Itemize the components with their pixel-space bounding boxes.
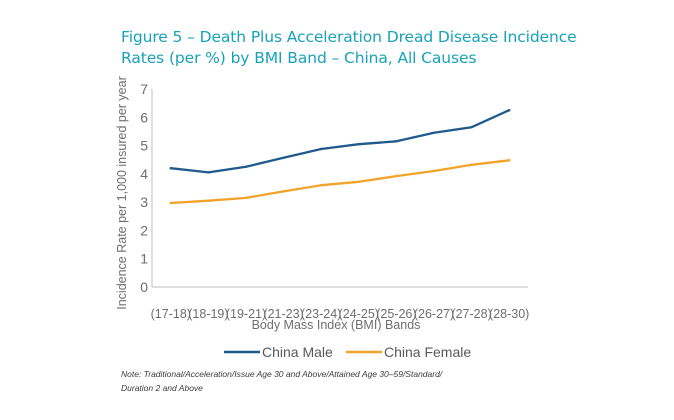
- chart-title: Figure 5 – Death Plus Acceleration Dread…: [121, 27, 577, 69]
- legend-male-label: China Male: [262, 344, 333, 360]
- data-point-china-male-7: [432, 131, 436, 134]
- x-tick-label-5: (24-25): [339, 307, 379, 321]
- x-tick-label-9: (28-30): [489, 307, 529, 321]
- x-tick-labels: (17-18)(18-19)(19-21)(21-23)(23-24)(24-2…: [151, 307, 530, 321]
- x-tick-label-3: (21-23): [263, 307, 303, 321]
- data-point-china-male-5: [357, 143, 360, 146]
- x-tick-label-0: (17-18): [151, 307, 191, 321]
- data-point-china-female-1: [207, 199, 210, 202]
- y-tick-label-1: 1: [140, 251, 148, 267]
- data-point-china-male-8: [470, 126, 473, 129]
- data-point-china-female-9: [508, 159, 511, 162]
- data-point-china-female-8: [470, 163, 473, 166]
- series-line-china-male: [169, 109, 511, 174]
- data-point-china-male-0: [169, 167, 172, 170]
- y-tick-label-0: 0: [140, 279, 148, 295]
- y-axis-title-group: Incidence Rate per 1,000 insured per yea…: [115, 76, 129, 309]
- chart-title-line-2: Rates (per %) by BMI Band – China, All C…: [121, 49, 477, 67]
- series-line-china-female: [169, 159, 511, 205]
- series-china-male: [169, 109, 511, 174]
- y-tick-label-3: 3: [140, 194, 148, 210]
- y-tick-label-4: 4: [140, 166, 148, 182]
- y-tick-labels: 0 1 2 3 4 5 6 7: [140, 81, 148, 295]
- data-point-china-female-2: [244, 196, 248, 200]
- y-tick-label-6: 6: [140, 109, 148, 125]
- data-point-china-female-6: [395, 174, 398, 178]
- data-point-china-male-9: [508, 109, 511, 112]
- y-axis-title: Incidence Rate per 1,000 insured per yea…: [115, 76, 129, 309]
- data-point-china-female-0: [169, 201, 172, 205]
- data-point-china-male-4: [320, 147, 323, 151]
- legend: China Male China Female: [224, 344, 471, 360]
- x-axis-title: Body Mass Index (BMI) Bands: [252, 318, 421, 332]
- data-point-china-female-3: [282, 190, 285, 193]
- series-china-female: [169, 159, 511, 205]
- x-tick-label-1: (18-19): [188, 307, 228, 321]
- chart-note: Note: Traditional/Acceleration/Issue Age…: [121, 367, 541, 395]
- chart-title-line-1: Figure 5 – Death Plus Acceleration Dread…: [121, 28, 577, 46]
- series-layer: [169, 109, 511, 205]
- data-point-china-female-7: [432, 169, 436, 173]
- y-tick-label-5: 5: [140, 138, 148, 154]
- data-point-china-male-2: [244, 165, 248, 168]
- data-point-china-male-6: [395, 140, 398, 143]
- data-point-china-male-1: [207, 171, 210, 174]
- y-tick-label-2: 2: [140, 222, 148, 238]
- chart-note-line-1: Note: Traditional/Acceleration/Issue Age…: [121, 369, 443, 379]
- legend-female-label: China Female: [384, 344, 471, 360]
- data-point-china-female-4: [320, 184, 323, 187]
- y-tick-label-7: 7: [140, 81, 148, 97]
- x-tick-label-6: (25-26): [376, 307, 416, 321]
- x-tick-label-7: (26-27): [414, 307, 454, 321]
- x-tick-label-8: (27-28): [451, 307, 491, 321]
- x-tick-label-4: (23-24): [301, 307, 341, 321]
- data-point-china-female-5: [357, 180, 360, 183]
- x-tick-label-2: (19-21): [226, 307, 266, 321]
- chart-note-line-2: Duration 2 and Above: [121, 383, 203, 393]
- data-point-china-male-3: [282, 156, 285, 159]
